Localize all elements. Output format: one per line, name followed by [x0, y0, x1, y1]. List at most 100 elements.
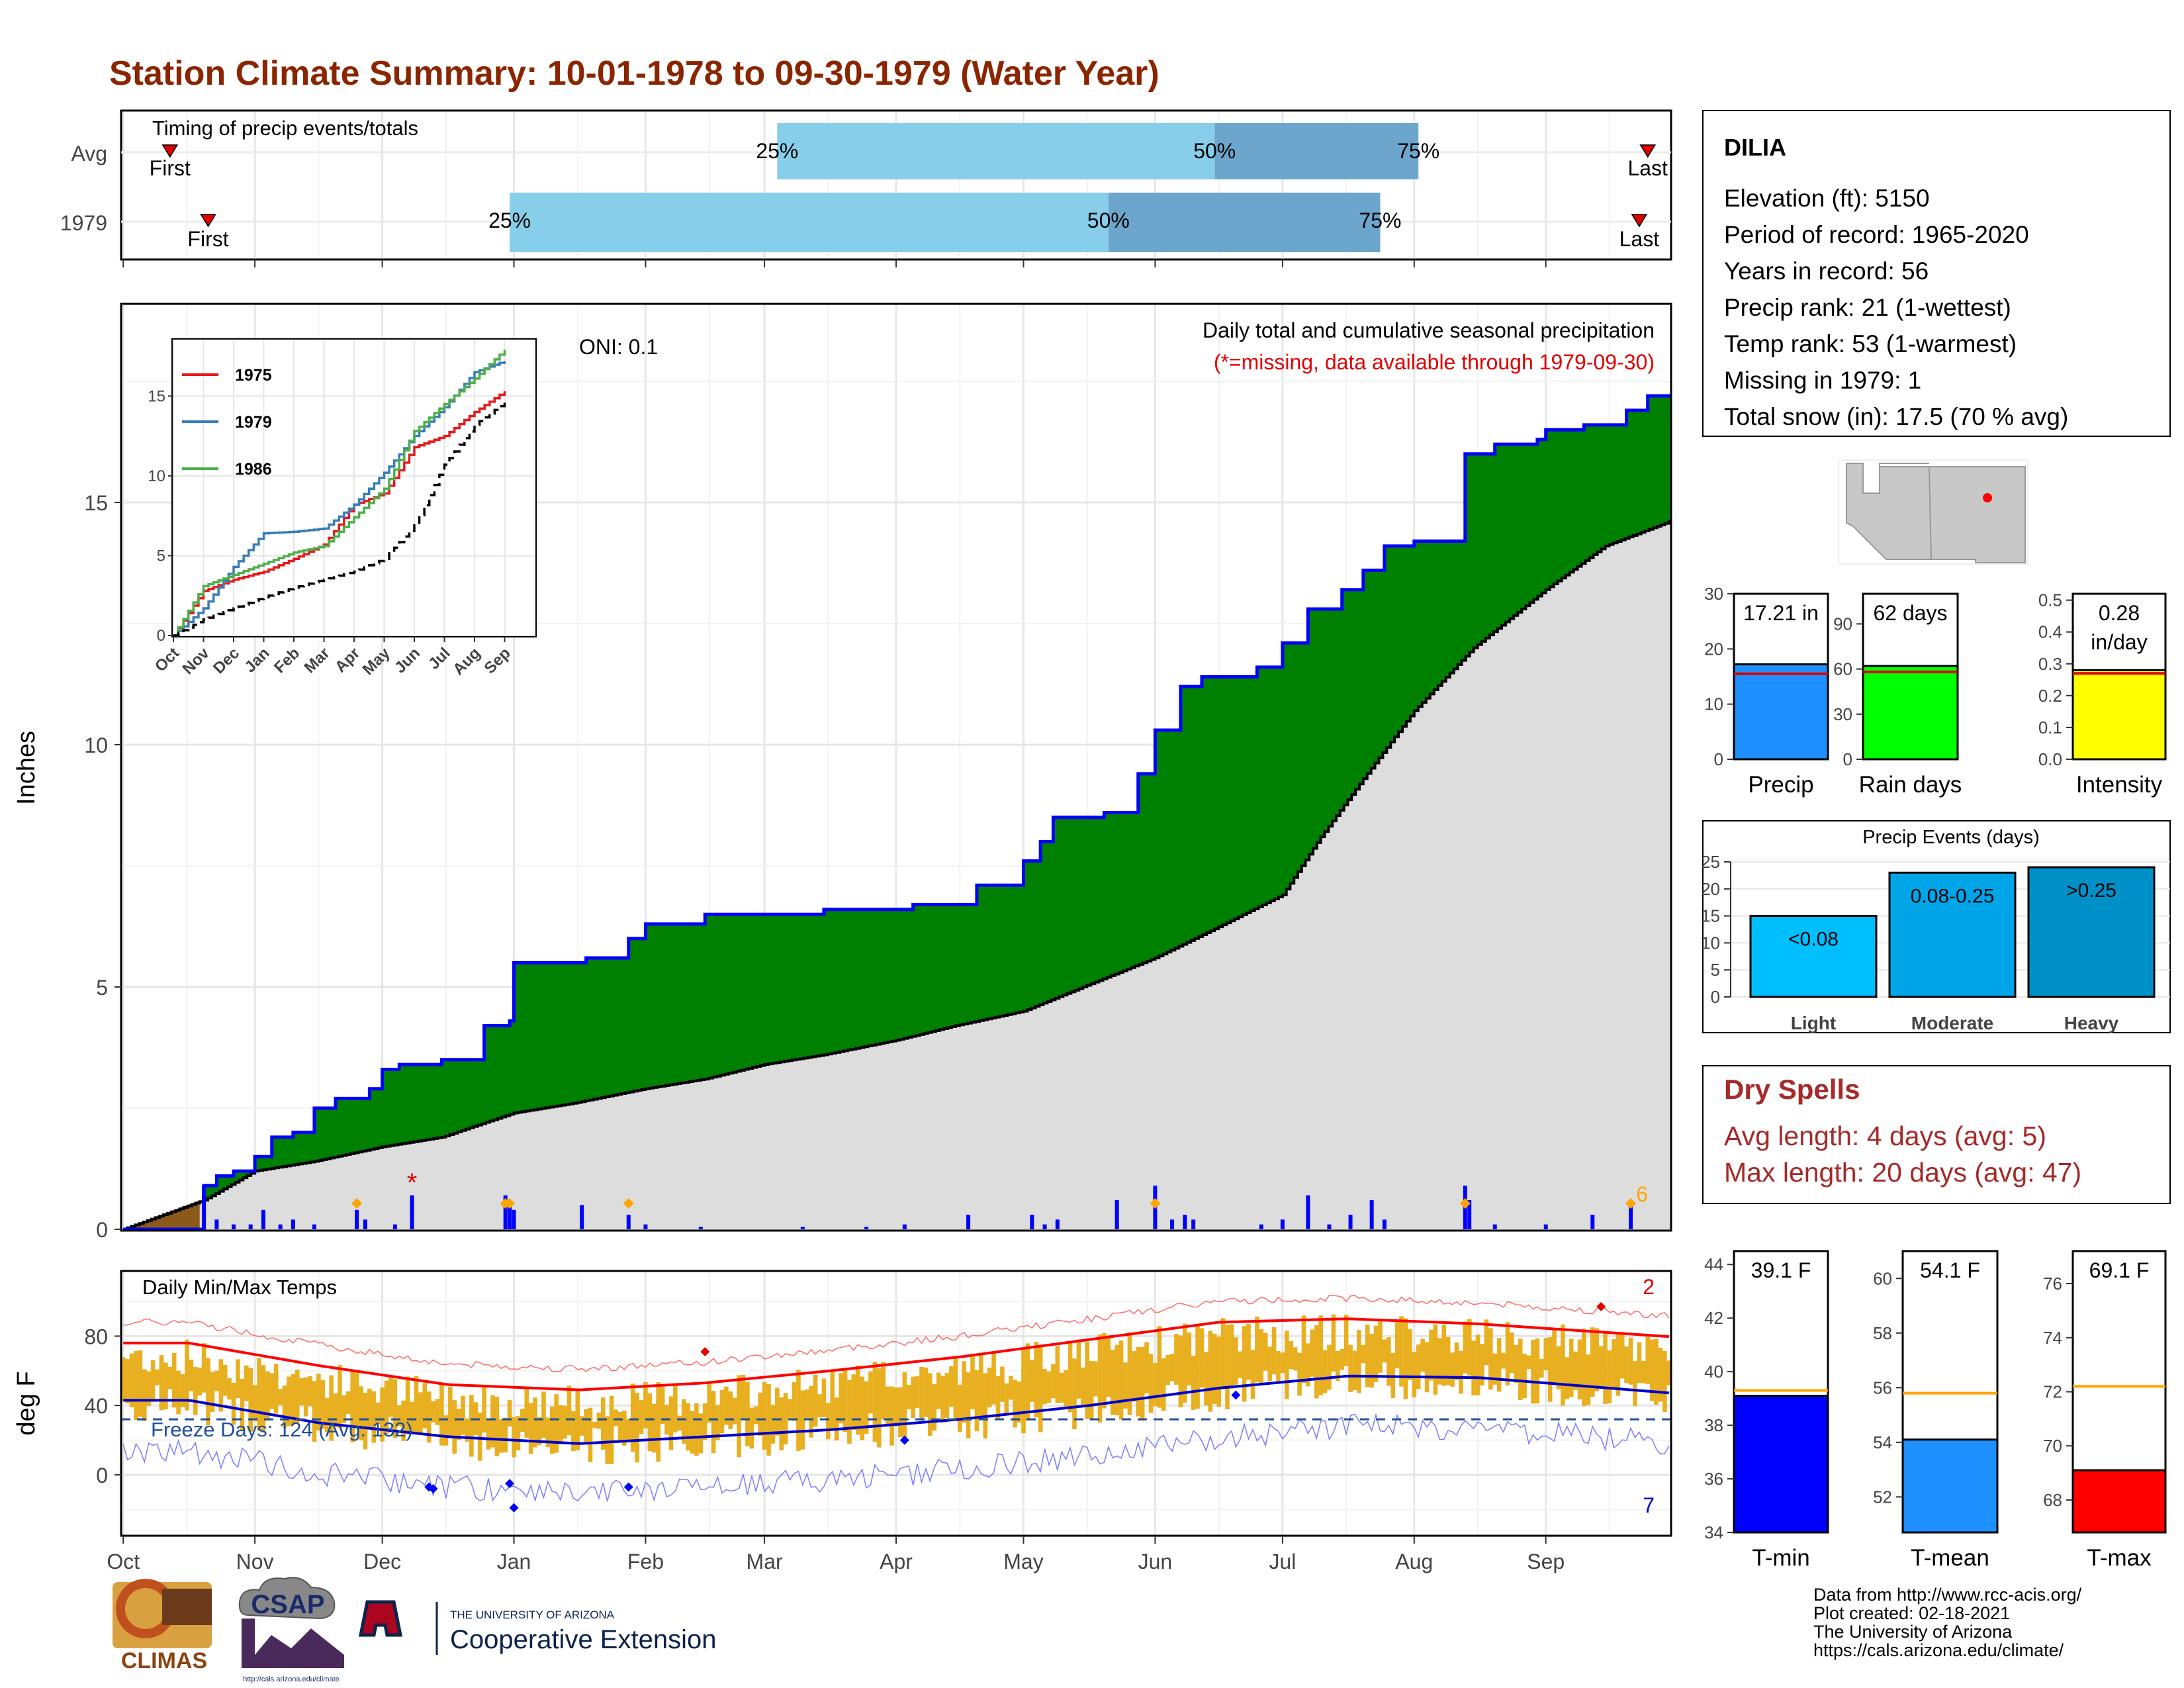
temp-daily-bar: [1501, 1352, 1506, 1369]
precip-daily-bar: [1382, 1219, 1387, 1229]
temp-daily-bar: [677, 1415, 682, 1431]
bar-panel-y-tick-label: 42: [1704, 1308, 1723, 1328]
bar-panel-value-bar: [1901, 1438, 1999, 1534]
temp-daily-bar: [987, 1368, 992, 1408]
precip-events-title: Precip Events (days): [1862, 827, 2040, 848]
temp-daily-bar: [222, 1364, 228, 1396]
temp-record-marker: [1596, 1301, 1606, 1311]
temp-daily-bar: [651, 1403, 657, 1453]
temp-daily-bar: [1165, 1354, 1170, 1385]
precip-daily-bar: [248, 1224, 253, 1229]
temp-daily-bar: [477, 1412, 482, 1461]
temp-daily-bar: [1412, 1352, 1417, 1397]
temp-daily-bar: [893, 1387, 899, 1427]
temp-daily-bar: [171, 1352, 177, 1408]
temp-daily-bar: [567, 1385, 572, 1436]
bar-panel-y-tick-label: 60: [1833, 659, 1852, 679]
temp-avg-max-line: [123, 1317, 1669, 1391]
temp-daily-bar: [1573, 1351, 1578, 1390]
timing-last-label: Last: [1619, 227, 1660, 251]
temp-daily-bar: [1522, 1354, 1527, 1399]
bar-panel-y-tick-label: 60: [1873, 1268, 1892, 1288]
station-name: DILIA: [1724, 134, 1786, 161]
precip-daily-bar: [1467, 1200, 1472, 1229]
temp-daily-bar: [681, 1399, 686, 1444]
timing-1979-bar-50-75: [1108, 193, 1381, 252]
timing-first-marker: [200, 214, 216, 228]
temp-daily-bar: [1297, 1352, 1302, 1396]
bar-panel-name: Precip: [1748, 772, 1813, 798]
bar-panel-value-label: in/day: [2091, 630, 2147, 654]
credit-line: Plot created: 02-18-2021: [1813, 1603, 2010, 1623]
month-axis: Oct Nov Dec Jan Feb Mar Apr May Jun Jul Aug Sep: [107, 1536, 1565, 1573]
dry-spells-avg: Avg length: 4 days (avg: 5): [1724, 1121, 2046, 1151]
temp-daily-bar: [1547, 1336, 1553, 1402]
temp-daily-bar: [1025, 1343, 1030, 1421]
snow-marker: [504, 1198, 516, 1209]
precip-daily-bar: [1191, 1219, 1196, 1229]
station-location-marker: [1983, 493, 1992, 502]
bar-panel-name: T-min: [1752, 1545, 1810, 1571]
temp-daily-bar: [1225, 1325, 1230, 1409]
month-label: May: [1003, 1550, 1043, 1573]
temp-daily-bar: [830, 1370, 835, 1430]
temp-record-marker: [1231, 1390, 1241, 1400]
precip-y-tick-label: 0: [96, 1218, 108, 1242]
bar-panel-value-label: 39.1 F: [1751, 1258, 1811, 1282]
temp-daily-bar: [575, 1389, 580, 1450]
temp-daily-bar: [426, 1391, 432, 1443]
temp-daily-bar: [974, 1370, 979, 1432]
temp-daily-bar: [1420, 1338, 1425, 1372]
temp-daily-bar: [1637, 1342, 1642, 1383]
temp-daily-bar: [1649, 1339, 1655, 1401]
temp-daily-bar: [1318, 1315, 1323, 1395]
temp-daily-bar: [609, 1396, 614, 1464]
trace-marker: *: [548, 1227, 556, 1249]
temp-daily-bar: [1373, 1325, 1379, 1383]
precip-events-category: Heavy: [2064, 1013, 2119, 1033]
temp-daily-bar: [741, 1375, 746, 1420]
snow-marker: [623, 1198, 634, 1209]
temp-record-marker: [505, 1479, 515, 1489]
temp-record-min-line: [122, 1413, 1670, 1503]
temp-daily-bar: [732, 1397, 737, 1425]
temp-daily-bar: [991, 1352, 996, 1405]
temp-daily-bar: [707, 1383, 711, 1423]
precip-events-y-tick-label: 5: [1711, 960, 1720, 980]
bar-panel-y-tick-label: 0: [1714, 749, 1723, 769]
temp-daily-bar: [1492, 1353, 1498, 1385]
temp-daily-bar: [163, 1362, 168, 1410]
temp-daily-bar: [779, 1397, 784, 1450]
temp-daily-bar: [1590, 1327, 1595, 1397]
temp-daily-bar: [639, 1400, 644, 1434]
temp-daily-bar: [821, 1378, 827, 1417]
temp-daily-bar: [316, 1374, 321, 1430]
temp-daily-bar: [1250, 1350, 1255, 1399]
temp-daily-bar: [1463, 1321, 1468, 1374]
precip-daily-bar: [1115, 1200, 1119, 1229]
precip-y-tick-label: 15: [84, 491, 108, 515]
temp-daily-bar: [452, 1400, 457, 1454]
temp-daily-bar: [940, 1376, 945, 1423]
temp-record-marker: [700, 1346, 710, 1356]
temp-daily-bar: [1340, 1348, 1345, 1370]
temp-daily-bar: [1204, 1352, 1208, 1406]
temp-daily-bar: [456, 1409, 461, 1440]
temp-daily-bar: [1475, 1335, 1480, 1395]
temp-daily-bar: [1178, 1335, 1183, 1407]
temp-daily-bar: [401, 1400, 406, 1441]
bar-panel-tmax: 69.1 F 68 70 72 74 76 T-max: [2043, 1250, 2167, 1571]
temp-daily-bar: [1081, 1367, 1085, 1406]
bar-panel-value-bar: [1862, 665, 1959, 761]
climas-logo-text: CLIMAS: [121, 1648, 207, 1673]
temp-daily-bar: [410, 1401, 414, 1433]
temp-daily-bar: [1144, 1342, 1149, 1393]
bar-panel-name: Intensity: [2076, 772, 2163, 798]
temp-daily-bar: [125, 1359, 130, 1404]
temp-daily-bar: [443, 1415, 449, 1446]
temp-daily-bar: [1072, 1358, 1077, 1429]
bar-panel-tmin: 39.1 F 34 36 38 40 42 44 T-min: [1704, 1250, 1829, 1571]
temp-daily-bar: [375, 1402, 381, 1425]
precip-daily-bar: [232, 1224, 236, 1229]
credits: Data from http://www.rcc-acis.org/ Plot …: [1813, 1585, 2082, 1660]
